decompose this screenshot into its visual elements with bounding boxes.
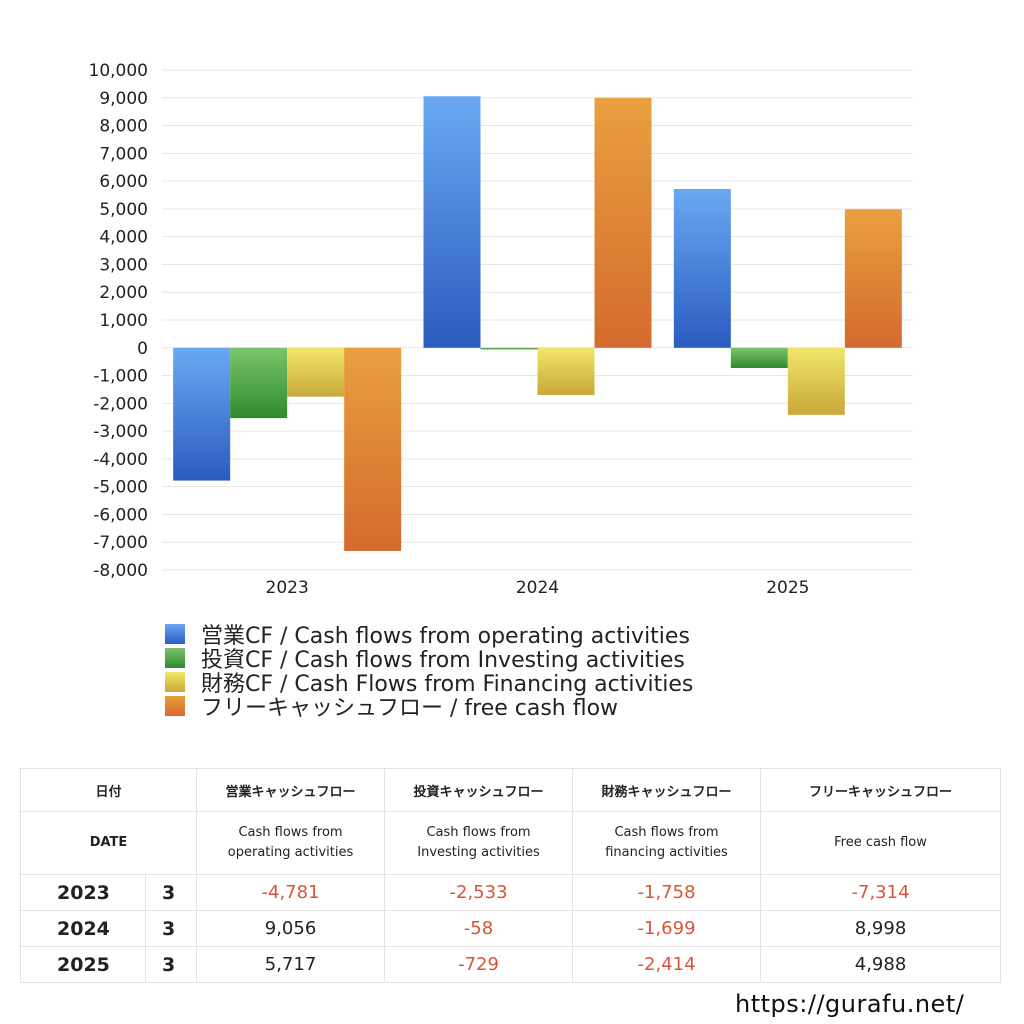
header-financing-en: Cash flows from financing activities bbox=[572, 811, 762, 875]
header-date-en: DATE bbox=[19, 811, 198, 875]
header-free-jp: フリーキャッシュフロー bbox=[760, 768, 1002, 812]
legend-item-investing: 投資CF / Cash flows from Investing activit… bbox=[165, 646, 693, 673]
table-row: 2023 3 -4,781 -2,533 -1,758 -7,314 bbox=[20, 874, 1002, 911]
table-header-jp: 日付 営業キャッシュフロー 投資キャッシュフロー 財務キャッシュフロー フリーキ… bbox=[19, 768, 1002, 812]
y-tick-label: -2,000 bbox=[93, 394, 148, 414]
y-tick-label: 9,000 bbox=[99, 89, 148, 109]
bar-operating-2024 bbox=[423, 96, 481, 348]
table-header-en: DATE Cash flows from operating activities… bbox=[19, 811, 1002, 875]
row-free: 4,988 bbox=[760, 946, 1002, 983]
header-operating-jp: 営業キャッシュフロー bbox=[196, 768, 386, 812]
y-tick-label: 8,000 bbox=[99, 117, 148, 137]
row-month: 3 bbox=[144, 946, 198, 983]
bar-free-2025 bbox=[844, 209, 902, 348]
legend-swatch-financing bbox=[165, 672, 185, 692]
legend-item-financing: 財務CF / Cash Flows from Financing activit… bbox=[165, 670, 693, 697]
row-financing: -2,414 bbox=[572, 946, 762, 983]
row-free: 8,998 bbox=[760, 910, 1002, 947]
row-operating: 5,717 bbox=[196, 946, 386, 983]
legend-item-operating: 営業CF / Cash flows from operating activit… bbox=[165, 622, 693, 649]
y-tick-label: 1,000 bbox=[99, 311, 148, 331]
header-operating-en: Cash flows from operating activities bbox=[196, 811, 386, 875]
x-tick-label: 2025 bbox=[766, 578, 809, 598]
table-row: 2024 3 9,056 -58 -1,699 8,998 bbox=[20, 910, 1002, 947]
legend-label-investing: 投資CF / Cash flows from Investing activit… bbox=[201, 648, 685, 673]
row-financing: -1,758 bbox=[572, 874, 762, 911]
row-investing: -729 bbox=[384, 946, 574, 983]
y-tick-label: -8,000 bbox=[93, 561, 148, 581]
y-tick-label: 10,000 bbox=[89, 61, 148, 81]
row-year: 2024 bbox=[20, 910, 146, 947]
legend: 営業CF / Cash flows from operating activit… bbox=[165, 622, 693, 721]
grid-lines bbox=[162, 69, 913, 571]
header-date-jp: 日付 bbox=[19, 768, 198, 812]
row-financing: -1,699 bbox=[572, 910, 762, 947]
y-tick-label: 7,000 bbox=[99, 144, 148, 164]
row-operating: -4,781 bbox=[196, 874, 386, 911]
bar-operating-2023 bbox=[173, 347, 231, 481]
legend-swatch-investing bbox=[165, 648, 185, 668]
row-year: 2025 bbox=[20, 946, 146, 983]
legend-label-free: フリーキャッシュフロー / free cash flow bbox=[201, 696, 619, 721]
y-tick-label: 3,000 bbox=[99, 255, 148, 275]
bar-free-2023 bbox=[344, 347, 402, 551]
y-tick-label: 5,000 bbox=[99, 200, 148, 220]
header-free-en: Free cash flow bbox=[760, 811, 1002, 875]
y-tick-label: -5,000 bbox=[93, 478, 148, 498]
bar-operating-2025 bbox=[673, 188, 731, 348]
bar-financing-2023 bbox=[287, 347, 345, 397]
header-investing-en-line2: Investing activities bbox=[417, 845, 540, 860]
row-year: 2023 bbox=[20, 874, 146, 911]
row-investing: -58 bbox=[384, 910, 574, 947]
header-financing-jp: 財務キャッシュフロー bbox=[572, 768, 762, 812]
legend-item-free: フリーキャッシュフロー / free cash flow bbox=[165, 694, 693, 721]
row-month: 3 bbox=[144, 874, 198, 911]
y-tick-label: -4,000 bbox=[93, 450, 148, 470]
x-axis: 2023 2024 2025 bbox=[266, 578, 810, 598]
row-investing: -2,533 bbox=[384, 874, 574, 911]
bar-investing-2024 bbox=[480, 347, 538, 350]
row-operating: 9,056 bbox=[196, 910, 386, 947]
bar-financing-2025 bbox=[787, 347, 845, 415]
bar-financing-2024 bbox=[537, 347, 595, 395]
header-financing-en-line2: financing activities bbox=[605, 845, 728, 860]
footer-url[interactable]: https://gurafu.net/ bbox=[735, 990, 965, 1018]
header-investing-en-line1: Cash flows from bbox=[426, 825, 531, 840]
y-tick-label: -1,000 bbox=[93, 367, 148, 387]
cash-flow-chart: 10,000 9,000 8,000 7,000 6,000 5,000 4,000 3,00… bbox=[89, 61, 913, 598]
row-month: 3 bbox=[144, 910, 198, 947]
x-tick-label: 2023 bbox=[266, 578, 309, 598]
y-tick-label: -7,000 bbox=[93, 533, 148, 553]
header-investing-jp: 投資キャッシュフロー bbox=[384, 768, 574, 812]
y-tick-label: 6,000 bbox=[99, 172, 148, 192]
y-tick-label: -6,000 bbox=[93, 505, 148, 525]
legend-label-operating: 営業CF / Cash flows from operating activit… bbox=[201, 624, 690, 649]
header-operating-en-line2: operating activities bbox=[227, 845, 354, 860]
y-axis: 10,000 9,000 8,000 7,000 6,000 5,000 4,000 3,00… bbox=[89, 61, 148, 581]
header-financing-en-line1: Cash flows from bbox=[614, 825, 719, 840]
x-tick-label: 2024 bbox=[516, 578, 559, 598]
y-tick-label: 2,000 bbox=[99, 283, 148, 303]
header-operating-en-line1: Cash flows from bbox=[238, 825, 343, 840]
header-investing-en: Cash flows from Investing activities bbox=[384, 811, 574, 875]
bars bbox=[173, 96, 902, 551]
table-row: 2025 3 5,717 -729 -2,414 4,988 bbox=[20, 946, 1002, 983]
y-tick-label: 4,000 bbox=[99, 228, 148, 248]
y-tick-label: 0 bbox=[137, 339, 148, 359]
bar-investing-2023 bbox=[230, 347, 288, 419]
y-tick-label: -3,000 bbox=[93, 422, 148, 442]
legend-swatch-free bbox=[165, 696, 185, 716]
bar-free-2024 bbox=[594, 97, 652, 348]
legend-label-financing: 財務CF / Cash Flows from Financing activit… bbox=[201, 672, 694, 697]
cash-flow-table: 日付 営業キャッシュフロー 投資キャッシュフロー 財務キャッシュフロー フリーキ… bbox=[19, 768, 1002, 983]
row-free: -7,314 bbox=[760, 874, 1002, 911]
bar-investing-2025 bbox=[730, 347, 788, 369]
legend-swatch-operating bbox=[165, 624, 185, 644]
